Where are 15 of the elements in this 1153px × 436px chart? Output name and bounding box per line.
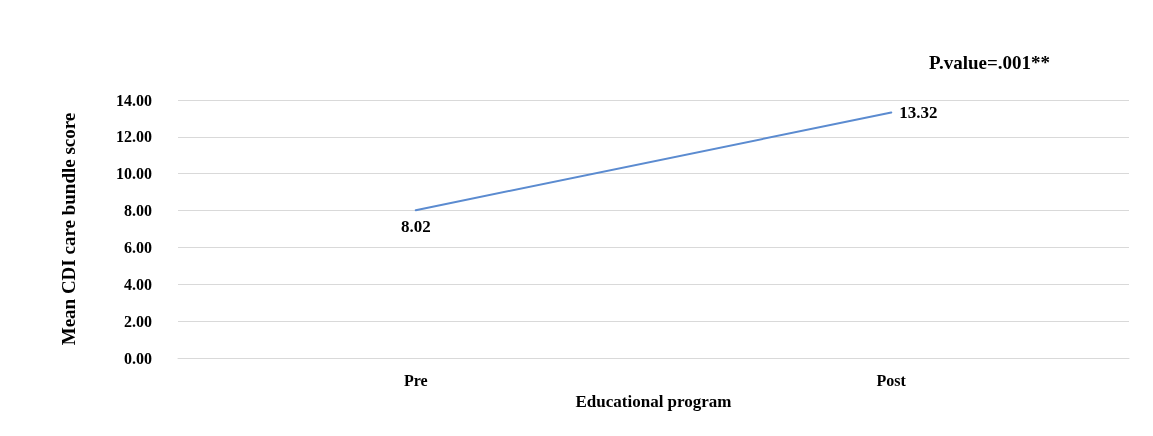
data-label: 13.32 [899,103,938,123]
y-tick-label: 6.00 [124,238,152,256]
y-axis-title: Mean CDI care bundle score [58,112,79,346]
x-tick-label: Pre [403,371,428,389]
y-tick-label: 2.00 [124,312,152,330]
x-tick-label: Post [876,371,907,389]
y-tick-label: 10.00 [116,165,152,183]
y-tick-label: 0.00 [124,349,152,367]
x-axis-title: Educational program [575,391,732,411]
y-tick-label: 12.00 [116,128,152,146]
y-tick-label: 4.00 [124,275,152,293]
y-tick-label: 8.00 [124,202,152,220]
y-tick-label: 14.00 [116,91,152,109]
data-label: 8.02 [400,217,431,237]
text: P.value=.001** [929,52,1050,73]
